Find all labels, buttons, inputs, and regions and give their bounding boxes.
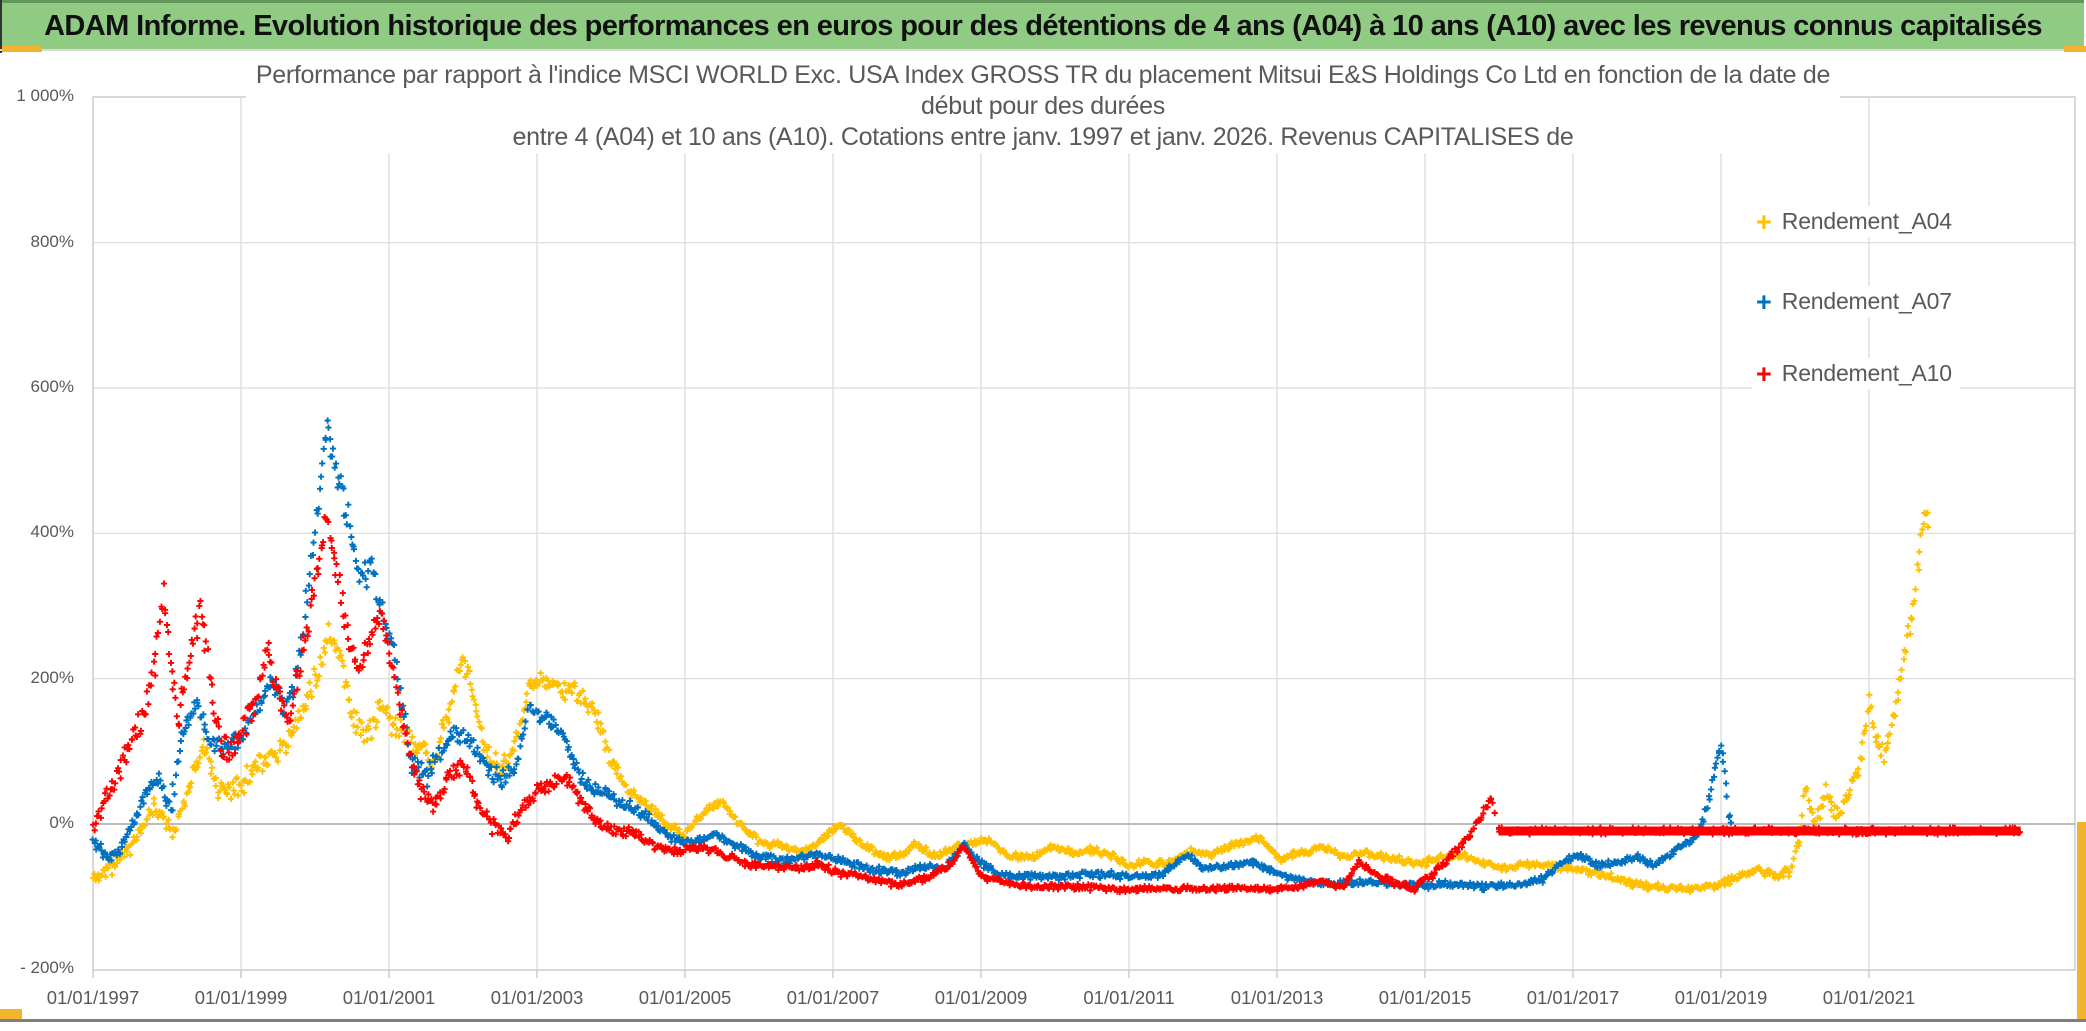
legend-item-rendement-a04: + Rendement_A04 bbox=[1752, 206, 1960, 237]
x-axis-tick-label: 01/01/2001 bbox=[342, 987, 436, 1008]
series-points-rendement_a04 bbox=[90, 509, 1932, 896]
plus-marker-icon: + bbox=[1756, 286, 1772, 317]
x-axis-tick-label: 01/01/2019 bbox=[1674, 987, 1768, 1008]
bottom-right-accent-strip bbox=[2077, 822, 2086, 1019]
x-axis-tick-label: 01/01/2021 bbox=[1822, 987, 1916, 1008]
x-axis-tick-label: 01/01/2005 bbox=[638, 987, 732, 1008]
left-accent-chip bbox=[2, 46, 42, 52]
page-title: ADAM Informe. Evolution historique des p… bbox=[44, 10, 2042, 42]
legend-label: Rendement_A07 bbox=[1781, 288, 1952, 314]
right-accent-chip bbox=[2064, 46, 2086, 52]
x-axis-tick-label: 01/01/2011 bbox=[1083, 987, 1175, 1008]
header-divider bbox=[0, 49, 2086, 51]
y-axis-tick-label: 800% bbox=[30, 231, 74, 251]
legend-item-rendement-a07: + Rendement_A07 bbox=[1752, 286, 1960, 317]
bottom-left-accent-strip bbox=[0, 1009, 22, 1019]
legend-item-rendement-a10: + Rendement_A10 bbox=[1752, 358, 1960, 389]
x-axis-tick-label: 01/01/1997 bbox=[46, 987, 140, 1008]
chart-title-line-1: Performance par rapport à l'indice MSCI … bbox=[255, 61, 1831, 89]
chart-title-line-2: début pour des durées bbox=[921, 92, 1165, 120]
legend-label: Rendement_A10 bbox=[1781, 360, 1952, 386]
y-axis-tick-label: - 200% bbox=[20, 958, 74, 978]
y-axis-tick-label: 0% bbox=[49, 813, 74, 832]
legend-label: Rendement_A04 bbox=[1781, 208, 1952, 234]
series-points-rendement_a10 bbox=[90, 514, 1498, 896]
header-bar: ADAM Informe. Evolution historique des p… bbox=[2, 0, 2084, 50]
x-axis-tick-label: 01/01/1999 bbox=[194, 987, 288, 1008]
chart-title: Performance par rapport à l'indice MSCI … bbox=[245, 60, 1841, 153]
x-axis-tick-label: 01/01/2007 bbox=[786, 987, 880, 1008]
x-axis-tick-label: 01/01/2017 bbox=[1526, 987, 1620, 1008]
y-axis-tick-label: 600% bbox=[30, 376, 74, 396]
x-axis-tick-label: 01/01/2009 bbox=[934, 987, 1028, 1008]
chart-title-line-3: entre 4 (A04) et 10 ans (A10). Cotations… bbox=[512, 123, 1574, 151]
plus-marker-icon: + bbox=[1756, 358, 1772, 389]
x-axis-tick-label: 01/01/2013 bbox=[1230, 987, 1324, 1008]
plus-marker-icon: + bbox=[1756, 206, 1772, 237]
y-axis-tick-label: 1 000% bbox=[16, 86, 74, 106]
x-axis-tick-label: 01/01/2015 bbox=[1378, 987, 1472, 1008]
y-axis-tick-label: 200% bbox=[30, 667, 74, 687]
bottom-divider bbox=[0, 1019, 2086, 1022]
flat-zero-line-jitter bbox=[1496, 824, 2023, 838]
y-axis-tick-label: 400% bbox=[30, 522, 74, 542]
x-axis-tick-label: 01/01/2003 bbox=[490, 987, 584, 1008]
left-edge-border bbox=[0, 0, 2, 53]
